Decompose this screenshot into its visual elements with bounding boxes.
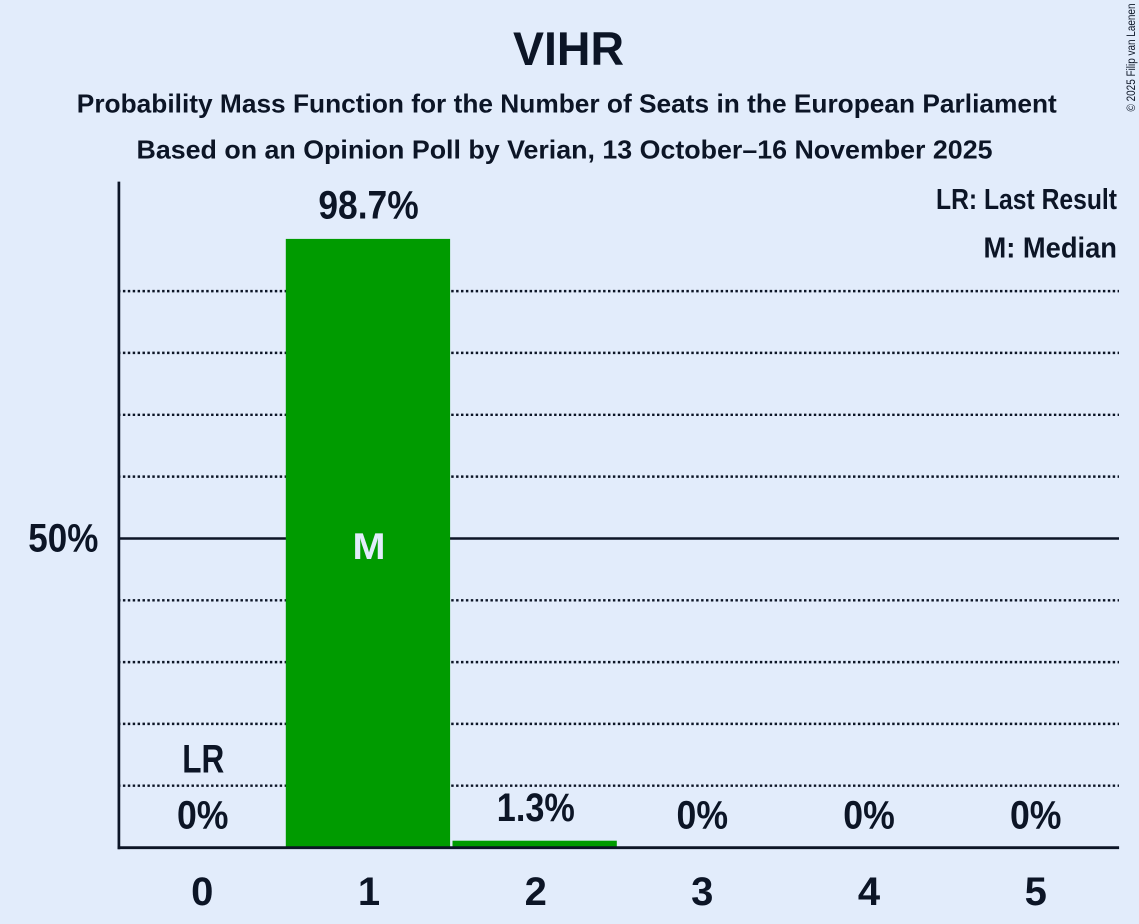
svg-text:0%: 0% [843, 793, 895, 837]
svg-text:LR: Last Result: LR: Last Result [936, 184, 1117, 216]
svg-text:98.7%: 98.7% [318, 183, 418, 227]
svg-text:© 2025 Filip van Laenen: © 2025 Filip van Laenen [1126, 4, 1138, 112]
svg-text:M: M [353, 525, 386, 567]
svg-text:0%: 0% [1010, 793, 1062, 837]
svg-text:0: 0 [191, 870, 213, 914]
svg-text:50%: 50% [28, 517, 98, 561]
svg-text:4: 4 [858, 870, 881, 914]
svg-text:M: Median: M: Median [984, 233, 1118, 265]
svg-text:1.3%: 1.3% [497, 786, 575, 830]
svg-text:Based on an Opinion Poll by Ve: Based on an Opinion Poll by Verian, 13 O… [137, 135, 993, 165]
svg-text:Probability Mass Function for: Probability Mass Function for the Number… [77, 88, 1057, 118]
svg-text:3: 3 [691, 870, 713, 914]
svg-text:LR: LR [182, 737, 224, 781]
svg-text:2: 2 [525, 870, 547, 914]
svg-text:0%: 0% [677, 793, 729, 837]
svg-text:0%: 0% [177, 793, 229, 837]
svg-text:5: 5 [1025, 870, 1047, 914]
svg-text:1: 1 [358, 870, 380, 914]
svg-text:VIHR: VIHR [513, 23, 624, 76]
